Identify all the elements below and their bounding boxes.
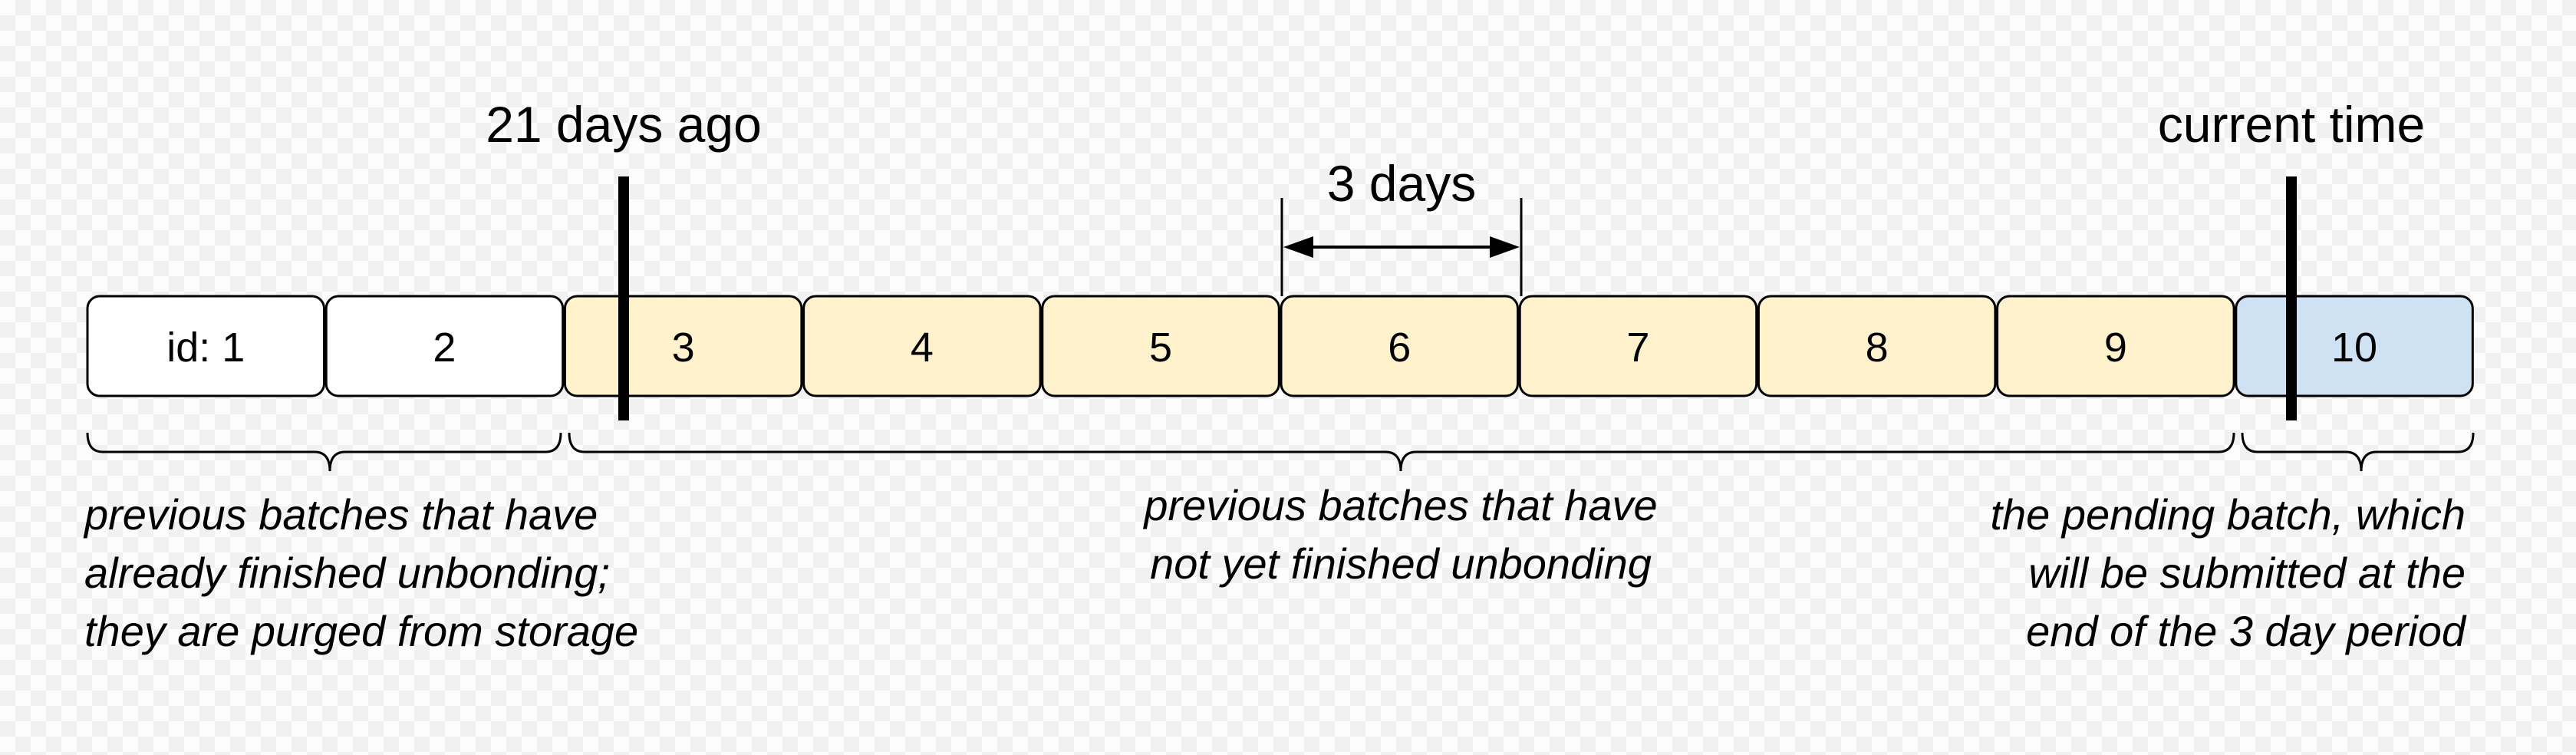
interval-label: 3 days <box>1327 155 1476 212</box>
caption-purged: previous batches that have already finis… <box>83 490 638 655</box>
braces <box>86 432 2475 472</box>
batch-box <box>86 295 325 397</box>
caption-purged-line-2: already finished unbonding; <box>84 549 610 597</box>
batch-id-1: id: 1 <box>86 295 325 397</box>
batch-label: id: 1 <box>166 325 245 371</box>
interval-indicator: 3 days <box>1280 155 1523 296</box>
caption-unbonding-line-2: not yet finished unbonding <box>1150 539 1652 588</box>
caption-purged-line-1: previous batches that have <box>83 490 598 539</box>
brace-purged <box>86 432 562 472</box>
interval-arrow-right-head <box>1490 236 1520 258</box>
caption-unbonding: previous batches that have not yet finis… <box>1142 481 1657 588</box>
caption-pending-line-3: end of the 3 day period <box>2026 607 2467 655</box>
batch-label: 6 <box>1388 325 1411 371</box>
batch-box <box>1757 295 1997 397</box>
batch-label: 2 <box>433 325 456 371</box>
caption-unbonding-line-1: previous batches that have <box>1142 481 1657 529</box>
batch-label: 10 <box>2331 325 2377 371</box>
brace-unbonding <box>568 432 2235 472</box>
batch-label: 5 <box>1149 325 1172 371</box>
caption-pending: the pending batch, which will be submitt… <box>1990 490 2466 655</box>
batch-box <box>1041 295 1280 397</box>
interval-arrow-left-head <box>1283 236 1313 258</box>
batch-box <box>1996 295 2235 397</box>
brace-pending <box>2241 432 2475 472</box>
marker-current-time-label: current time <box>2158 96 2425 153</box>
batch-label: 4 <box>911 325 934 371</box>
batch-3: 3 <box>563 295 803 397</box>
batch-label: 7 <box>1626 325 1649 371</box>
batch-label: 3 <box>672 325 695 371</box>
caption-pending-line-1: the pending batch, which <box>1990 490 2466 539</box>
caption-pending-line-2: will be submitted at the <box>2028 549 2466 597</box>
batch-box <box>324 295 565 397</box>
batch-10: 10 <box>2235 295 2474 397</box>
batch-2: 2 <box>324 295 565 397</box>
batch-7: 7 <box>1518 295 1758 397</box>
batch-row: id: 1 2 3 4 5 6 7 8 9 10 <box>86 295 2474 397</box>
batch-5: 5 <box>1041 295 1280 397</box>
batch-box <box>1280 295 1519 397</box>
batch-4: 4 <box>802 295 1042 397</box>
marker-21-days-ago-label: 21 days ago <box>486 96 762 153</box>
batch-label: 8 <box>1866 325 1889 371</box>
batch-label: 9 <box>2104 325 2127 371</box>
marker-21-days-ago: 21 days ago <box>486 96 762 420</box>
caption-purged-line-3: they are purged from storage <box>84 607 638 655</box>
batch-6: 6 <box>1280 295 1519 397</box>
batch-box <box>1518 295 1758 397</box>
batch-8: 8 <box>1757 295 1997 397</box>
batch-9: 9 <box>1996 295 2235 397</box>
batch-box <box>802 295 1042 397</box>
marker-current-time: current time <box>2158 96 2425 420</box>
